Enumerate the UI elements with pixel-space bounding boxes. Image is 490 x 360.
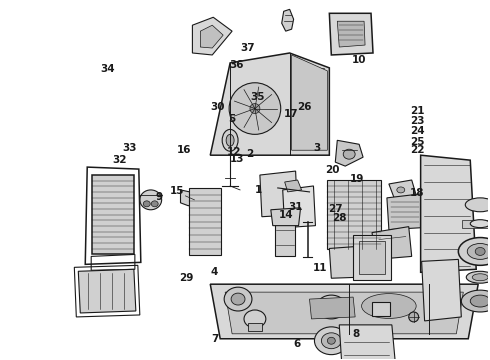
Text: 34: 34 [100, 64, 115, 73]
Bar [353, 235, 391, 280]
Polygon shape [260, 171, 297, 217]
Polygon shape [292, 55, 327, 150]
Text: 8: 8 [352, 329, 359, 339]
Text: 18: 18 [409, 188, 424, 198]
Polygon shape [335, 140, 363, 166]
Polygon shape [210, 284, 478, 339]
Ellipse shape [321, 333, 341, 349]
Polygon shape [329, 244, 387, 278]
Text: 33: 33 [122, 143, 137, 153]
Text: 23: 23 [410, 116, 425, 126]
Text: 7: 7 [211, 334, 219, 344]
Text: 2: 2 [246, 149, 253, 159]
Text: 5: 5 [228, 114, 235, 124]
Polygon shape [462, 220, 490, 228]
Bar [327, 180, 381, 249]
Polygon shape [271, 208, 300, 226]
Ellipse shape [315, 327, 348, 355]
Polygon shape [329, 13, 373, 55]
Ellipse shape [224, 287, 252, 311]
Ellipse shape [327, 337, 335, 344]
Text: 15: 15 [170, 186, 184, 197]
Text: 22: 22 [410, 145, 425, 155]
Ellipse shape [317, 295, 346, 319]
Polygon shape [389, 180, 416, 200]
Text: 3: 3 [313, 143, 320, 153]
Text: 4: 4 [211, 267, 219, 277]
Ellipse shape [362, 294, 416, 319]
Ellipse shape [466, 198, 490, 212]
Text: 28: 28 [333, 212, 347, 222]
Text: 20: 20 [325, 165, 340, 175]
Text: 26: 26 [297, 102, 312, 112]
Polygon shape [337, 21, 365, 47]
Polygon shape [310, 297, 355, 319]
Text: 25: 25 [410, 137, 425, 147]
Ellipse shape [470, 220, 490, 228]
Bar [359, 241, 385, 274]
Ellipse shape [143, 201, 150, 207]
Polygon shape [285, 180, 301, 192]
Polygon shape [193, 17, 232, 55]
Ellipse shape [140, 190, 162, 210]
Ellipse shape [343, 149, 355, 159]
Text: 35: 35 [250, 92, 265, 102]
Text: 32: 32 [113, 156, 127, 165]
Polygon shape [225, 292, 464, 334]
Ellipse shape [467, 243, 490, 260]
Polygon shape [210, 53, 329, 155]
Ellipse shape [397, 187, 405, 193]
Text: 1: 1 [255, 185, 262, 195]
Ellipse shape [475, 247, 485, 255]
Text: 24: 24 [410, 126, 425, 136]
Text: 12: 12 [226, 147, 241, 157]
Ellipse shape [458, 238, 490, 265]
Text: 9: 9 [155, 192, 162, 202]
Text: 29: 29 [179, 273, 194, 283]
Text: 13: 13 [229, 154, 244, 163]
Text: 37: 37 [240, 43, 255, 53]
Ellipse shape [461, 290, 490, 312]
Polygon shape [387, 194, 422, 230]
Text: 19: 19 [349, 174, 364, 184]
Text: 16: 16 [177, 145, 192, 155]
Polygon shape [421, 260, 461, 321]
Ellipse shape [151, 201, 158, 207]
Bar [248, 323, 262, 331]
Text: 10: 10 [352, 55, 367, 65]
Polygon shape [339, 325, 396, 360]
Polygon shape [78, 269, 136, 313]
Text: 27: 27 [328, 204, 343, 214]
Bar [275, 219, 294, 256]
Ellipse shape [409, 312, 418, 322]
Text: 36: 36 [229, 60, 244, 70]
Polygon shape [200, 25, 223, 48]
Bar [190, 188, 221, 255]
Polygon shape [372, 227, 412, 260]
Polygon shape [283, 186, 316, 228]
Text: 30: 30 [210, 102, 224, 112]
Text: 14: 14 [279, 210, 294, 220]
Ellipse shape [226, 134, 234, 146]
Ellipse shape [229, 83, 281, 134]
Bar [372, 302, 390, 316]
Ellipse shape [472, 274, 488, 281]
Ellipse shape [466, 271, 490, 283]
Polygon shape [420, 155, 476, 272]
Text: 6: 6 [294, 339, 301, 349]
Bar [92, 175, 134, 255]
Ellipse shape [470, 295, 490, 307]
Ellipse shape [222, 129, 238, 151]
Polygon shape [180, 190, 196, 206]
Text: 17: 17 [284, 109, 298, 119]
Ellipse shape [244, 310, 266, 328]
Polygon shape [282, 9, 294, 31]
Ellipse shape [250, 104, 260, 113]
Text: 21: 21 [410, 107, 425, 116]
Text: 31: 31 [289, 202, 303, 212]
Text: 11: 11 [313, 262, 328, 273]
Ellipse shape [231, 293, 245, 305]
